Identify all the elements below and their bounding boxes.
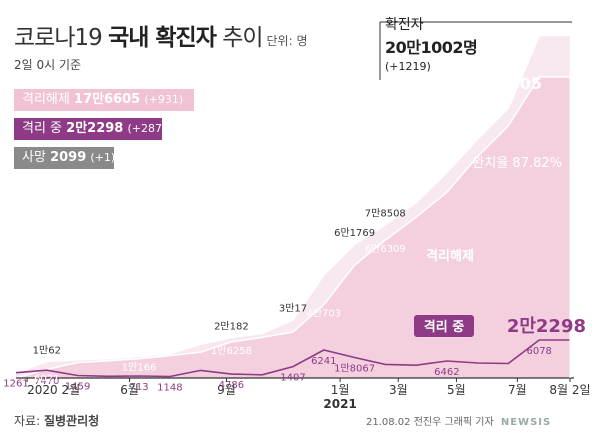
data-label-9: 1만6258 [211,345,252,357]
data-label-3: 6021 [34,373,59,384]
x-tick-label-6: 7월 [508,383,527,397]
data-label-6: 713 [130,382,149,393]
x-tick-label-2: 9월 [217,383,236,397]
data-label-17: 7만8508 [365,208,406,220]
data-label-8: 2만182 [214,320,249,332]
title-light: 코로나19 [14,25,103,51]
x-tick-label-5: 5월 [447,383,466,397]
data-label-23: 완치율 87.82% [472,156,562,171]
credit-line: 21.08.02 전진우 그래픽 기자 NEWSIS [366,413,551,428]
total-line [15,34,570,374]
data-label-4: 1459 [65,382,90,393]
source-label: 자료: [14,414,41,428]
data-label-21: 17만6605 [460,74,542,93]
data-label-0: 1261 [3,379,28,390]
unit-label: 단위: 명 [266,34,308,48]
data-label-13: 6241 [311,356,336,367]
legend-isolated: 격리 중 2만2298 (+287) [14,118,166,140]
isolated-line [15,339,570,378]
source-note: 자료: 질병관리청 [14,412,99,429]
released-area [16,76,570,379]
total-delta: (+1219) [385,60,431,73]
legend-deaths-label: 사망 [22,150,46,165]
x-tick-sublabel-3: 2021 [323,397,356,411]
legend-deaths-delta: (+1) [90,151,116,164]
x-tick-label-0: 2020 2월 [27,383,80,397]
legend-released-value: 17만6605 [73,92,141,107]
x-tick-label-7: 8월 2일 [549,383,590,397]
data-label-15: 1만8067 [334,363,375,375]
data-label-18: 6만6309 [365,243,406,255]
data-label-7: 1148 [157,383,182,394]
legend-isolated-delta: (+287) [127,122,167,135]
total-value: 20만1002명 [385,38,478,57]
data-label-2: 1만62 [33,344,61,356]
legend-released: 격리해제 17만6605 (+931) [14,89,194,111]
legend-deaths-value: 2099 [50,150,87,165]
data-label-14: 4만703 [306,308,341,320]
chart-title: 코로나19 국내 확진자 추이 단위: 명 [14,18,308,52]
legend-deaths: 사망 2099 (+1) [14,147,116,169]
x-tick-label-4: 3월 [389,383,408,397]
data-label-16: 6만1769 [334,227,375,239]
legend-isolated-value: 2만2298 [66,121,124,136]
credit-text: 21.08.02 전진우 그래픽 기자 [366,417,494,428]
total-label: 확진자 [385,17,424,33]
newsis-logo: NEWSIS [500,417,552,428]
total-callout: 확진자 20만1002명 (+1219) [385,14,478,73]
series-tag-isolated-bg [414,315,474,337]
series-tag-isolated: 격리 중 [424,319,464,335]
x-tick-label-1: 6월 [120,383,139,397]
released-line [15,76,570,379]
data-label-19: 6462 [434,367,459,378]
basis-date: 2일 0시 기준 [14,58,82,72]
source-name: 질병관리청 [43,414,100,428]
data-label-5: 1만166 [122,362,157,374]
x-tick-label-3: 1월 [331,383,350,397]
series-tag-released: 격리해제 [426,248,474,264]
data-label-1: 7470 [34,376,59,387]
legend-released-delta: (+931) [144,93,184,106]
legend-isolated-label: 격리 중 [22,121,63,136]
data-label-11: 1407 [280,373,305,384]
title-bold: 국내 확진자 [108,25,217,51]
data-label-12: 3만17 [279,303,307,315]
title-tail: 추이 [222,25,263,51]
data-label-20: 6078 [526,346,551,357]
data-label-10: 4786 [219,380,244,391]
data-label-22: 2만2298 [507,316,586,337]
legend-released-label: 격리해제 [22,92,70,107]
